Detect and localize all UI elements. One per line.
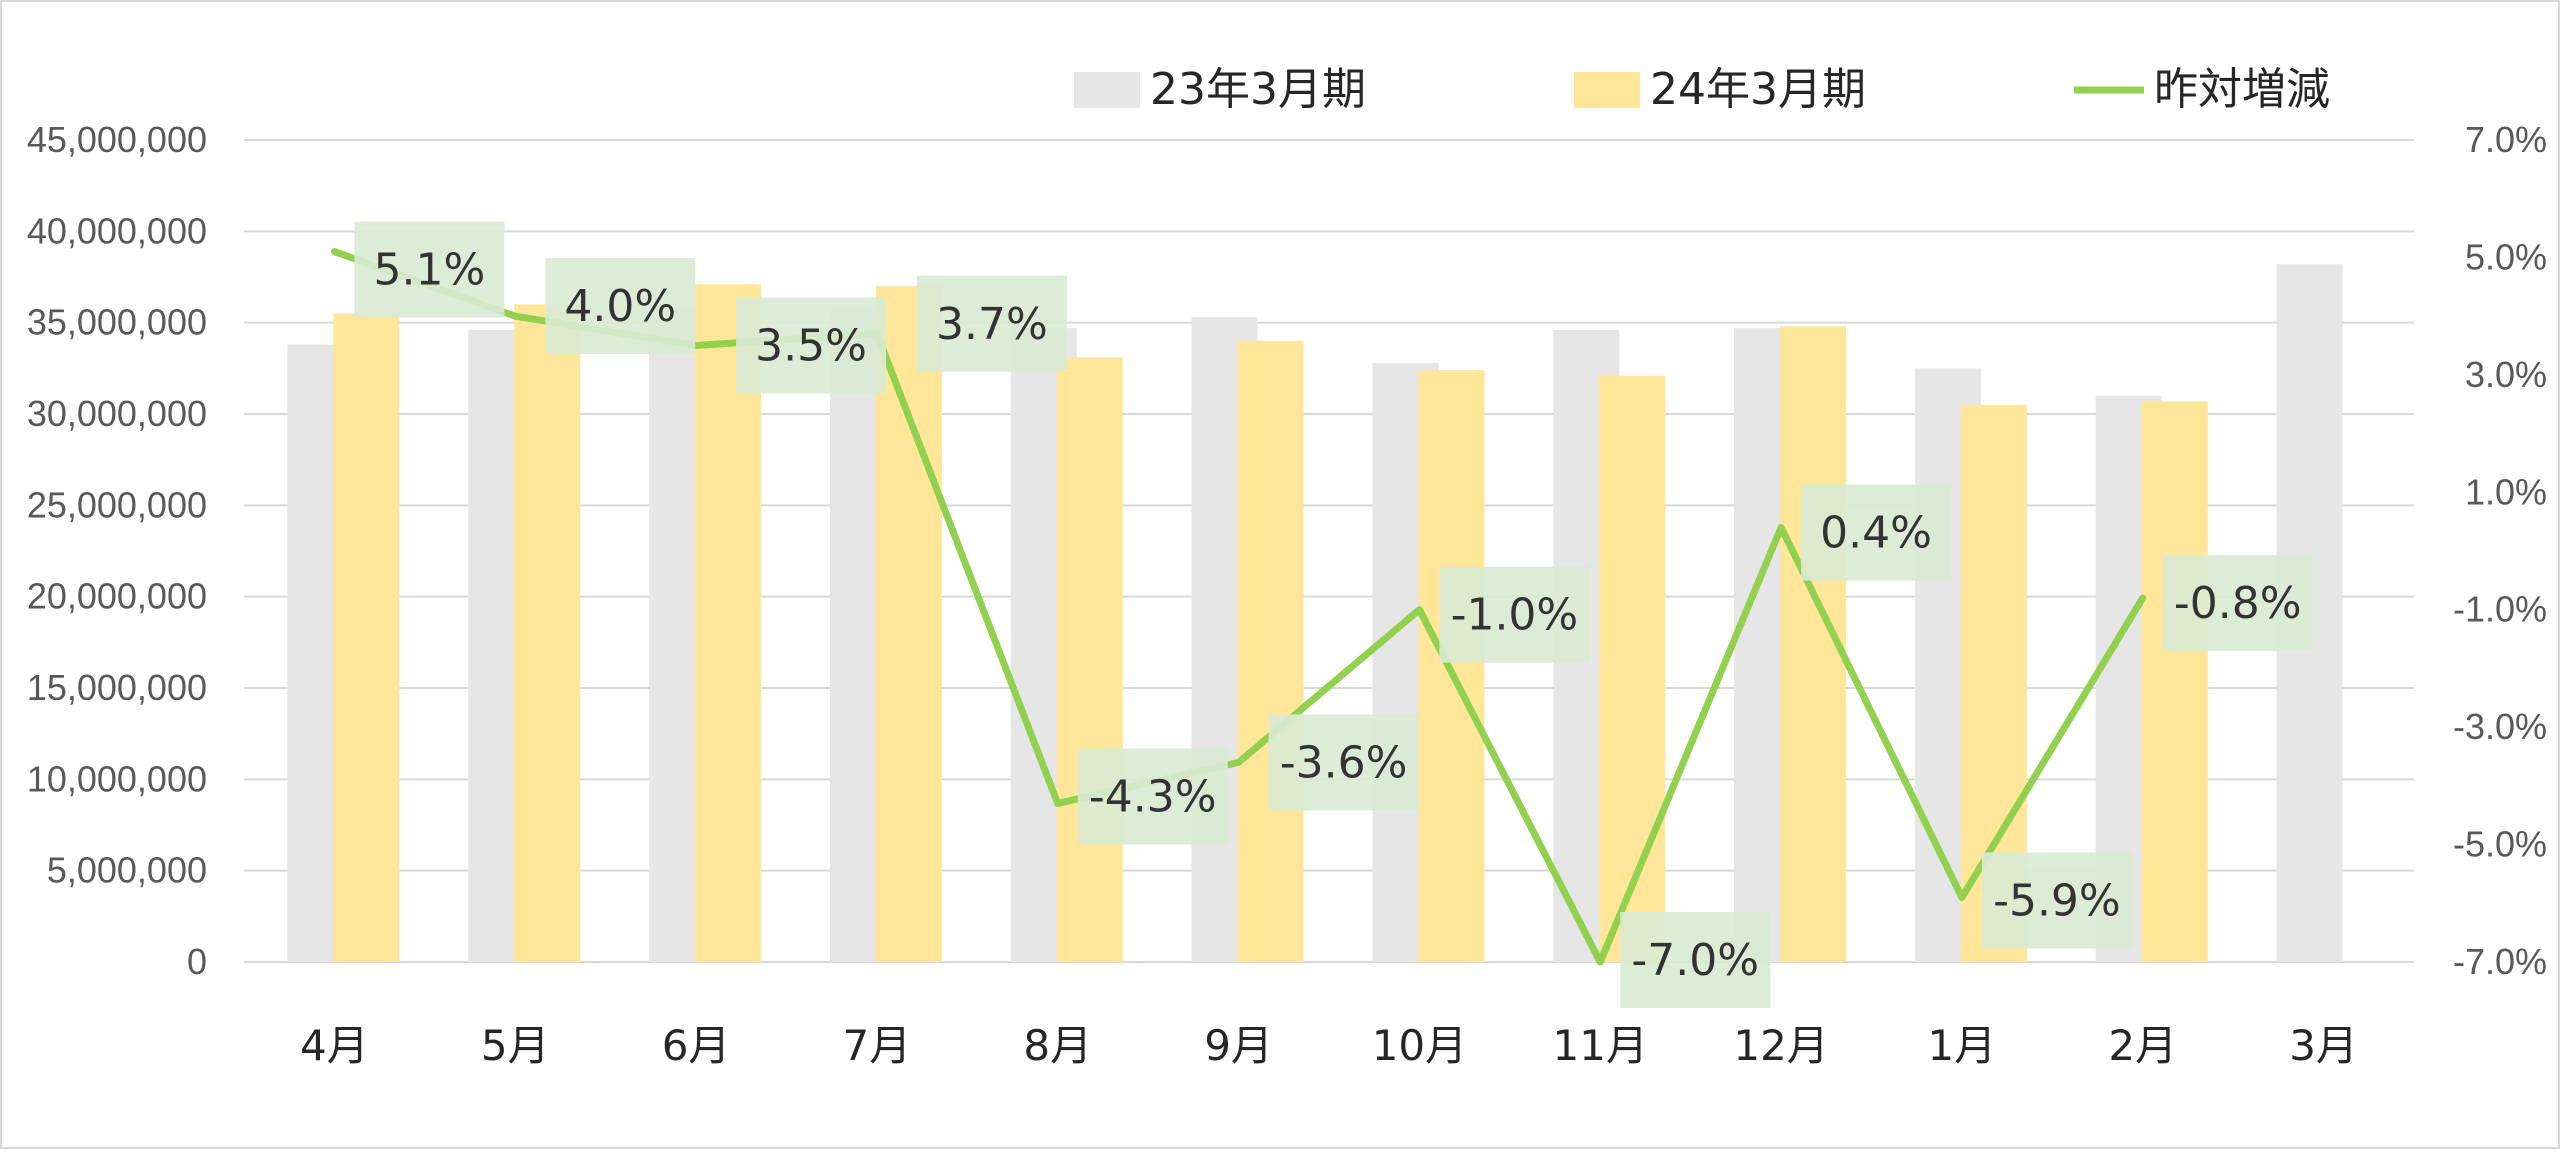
data-label-box	[1439, 566, 1590, 663]
legend-item: 24年3月期	[1574, 64, 1866, 115]
data-label-box	[736, 297, 887, 394]
data-label: -3.6%	[1268, 714, 1419, 811]
bar-curr	[1237, 340, 1304, 962]
grid-layer	[244, 139, 2414, 963]
axis-layer: 0 5,000,000 10,000,000 15,000,000 20,000,000…	[27, 119, 2547, 1070]
y-left-tick-label: 45,000,000	[27, 119, 207, 160]
data-label: -4.3%	[1077, 748, 1228, 845]
legend-item: 昨対増減	[2074, 64, 2330, 115]
data-label-text: 3.7%	[936, 299, 1048, 350]
x-tick-label: 11月	[1553, 1021, 1648, 1070]
data-label-box	[545, 258, 696, 355]
bar-curr	[333, 313, 400, 962]
data-label-box	[354, 221, 505, 318]
y-left-tick-label: 25,000,000	[27, 484, 207, 525]
data-label-text: 3.5%	[755, 321, 867, 372]
data-label: -0.8%	[2162, 554, 2313, 651]
data-label-text: -4.3%	[1089, 771, 1217, 822]
y-right-tick-label: -3.0%	[2453, 706, 2547, 747]
x-tick-label: 9月	[1204, 1021, 1273, 1070]
data-label-text: -0.8%	[2174, 578, 2302, 629]
legend-swatch	[1074, 72, 1140, 108]
y-left-tick-label: 40,000,000	[27, 210, 207, 251]
y-left-tick-label: 15,000,000	[27, 667, 207, 708]
data-label-box	[1620, 912, 1771, 1008]
data-label-box	[1268, 714, 1419, 811]
y-right-tick-label: 1.0%	[2465, 471, 2547, 512]
y-left-tick-label: 5,000,000	[47, 850, 207, 891]
bar-curr	[1056, 357, 1123, 963]
data-label: 3.7%	[916, 275, 1067, 372]
label-layer: 5.1% 4.0% 3.5% 3.7% -4.3% -3.6% -1.0% -7.0% 0.4%…	[354, 221, 2313, 1008]
bar-curr	[695, 284, 762, 963]
data-label-box	[916, 275, 1067, 372]
legend-label: 23年3月期	[1150, 64, 1366, 115]
y-right-tick-label: 5.0%	[2465, 236, 2547, 277]
legend-item: 23年3月期	[1074, 64, 1366, 115]
legend-label: 昨対増減	[2154, 64, 2330, 115]
data-label-box	[1981, 852, 2132, 949]
x-tick-label: 6月	[662, 1021, 731, 1070]
data-label: -7.0%	[1620, 912, 1771, 1008]
data-label-box	[2162, 554, 2313, 651]
data-label-text: 4.0%	[564, 281, 676, 332]
x-tick-label: 10月	[1372, 1021, 1467, 1070]
x-tick-label: 2月	[2108, 1021, 2177, 1070]
y-left-tick-label: 10,000,000	[27, 758, 207, 799]
y-right-tick-label: 3.0%	[2465, 354, 2547, 395]
x-tick-label: 8月	[1023, 1021, 1092, 1070]
data-label-box	[1077, 748, 1228, 845]
y-left-tick-label: 0	[187, 941, 207, 982]
x-tick-label: 5月	[481, 1021, 550, 1070]
bar-curr	[1599, 375, 1666, 962]
x-tick-label: 3月	[2289, 1021, 2358, 1070]
y-left-tick-label: 35,000,000	[27, 302, 207, 343]
data-label: 0.4%	[1801, 484, 1952, 581]
x-tick-label: 4月	[300, 1021, 369, 1070]
data-label: -1.0%	[1439, 566, 1590, 663]
data-label-text: -3.6%	[1280, 737, 1408, 788]
y-right-tick-label: -1.0%	[2453, 589, 2547, 630]
data-label: 5.1%	[354, 221, 505, 318]
x-tick-label: 7月	[843, 1021, 912, 1070]
x-tick-label: 12月	[1733, 1021, 1828, 1070]
data-label-text: -5.9%	[1993, 875, 2121, 926]
data-label-text: 0.4%	[1820, 508, 1932, 559]
bar-curr	[875, 286, 942, 963]
data-label: -5.9%	[1981, 852, 2132, 949]
legend-swatch	[1574, 72, 1640, 108]
legend-label: 24年3月期	[1650, 64, 1866, 115]
y-right-tick-label: 7.0%	[2465, 119, 2547, 160]
bar-curr	[2141, 401, 2208, 962]
x-tick-label: 1月	[1928, 1021, 1997, 1070]
data-label-text: -1.0%	[1451, 590, 1579, 641]
y-right-tick-label: -7.0%	[2453, 941, 2547, 982]
data-label: 3.5%	[736, 297, 887, 394]
y-left-tick-label: 20,000,000	[27, 576, 207, 617]
bar-curr	[514, 304, 581, 962]
data-label: 4.0%	[545, 258, 696, 355]
data-label-text: 5.1%	[374, 245, 486, 296]
data-label-box	[1801, 484, 1952, 581]
y-right-tick-label: -5.0%	[2453, 824, 2547, 865]
y-left-tick-label: 30,000,000	[27, 393, 207, 434]
data-label-text: -7.0%	[1631, 935, 1759, 986]
legend: 23年3月期 24年3月期 昨対増減	[1074, 64, 2330, 115]
